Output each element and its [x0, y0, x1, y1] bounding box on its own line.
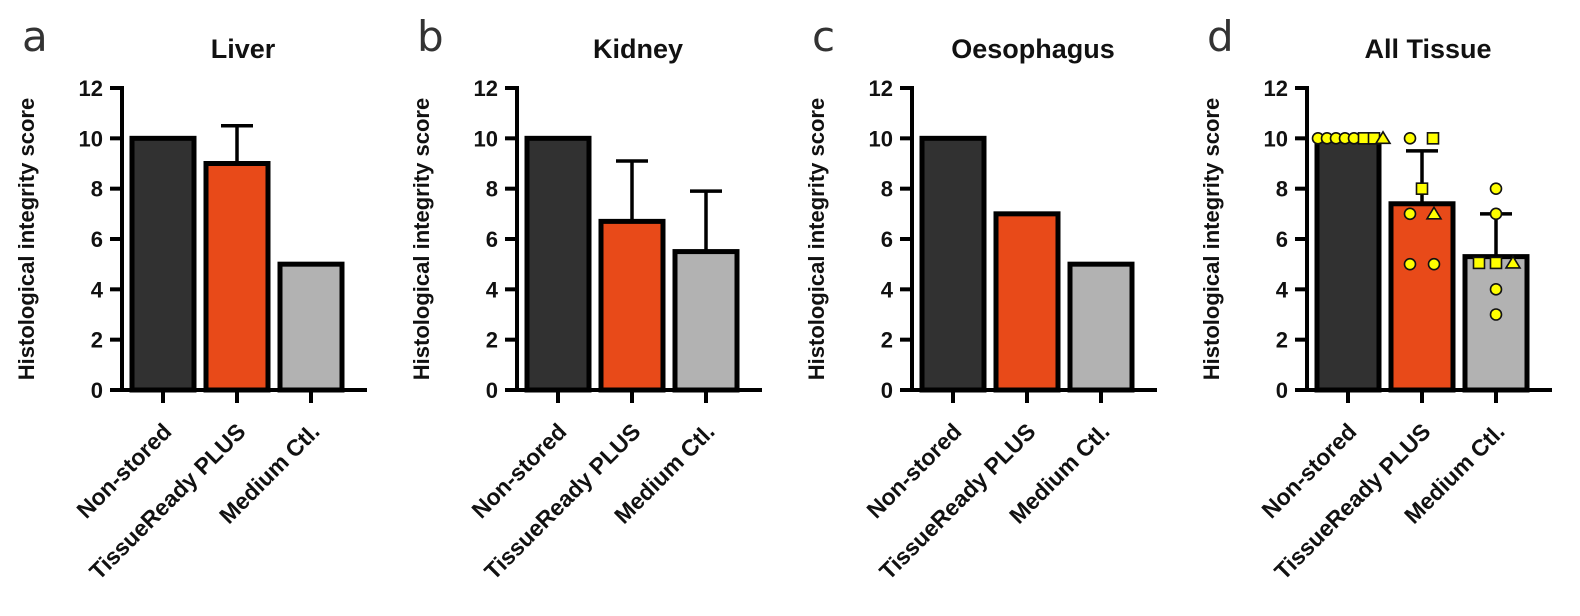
y-tick-label: 4 — [881, 277, 894, 302]
bar — [919, 135, 987, 393]
y-axis-label: Histological integrity score — [14, 98, 39, 380]
bar — [1388, 201, 1456, 393]
y-tick-label: 6 — [486, 227, 498, 252]
panel-d: d All Tissue 0 2 4 6 8 10 12 Non-stored TissueRe… — [1185, 0, 1580, 616]
y-axis-label: Histological integrity score — [804, 98, 829, 380]
y-tick-label: 4 — [486, 277, 499, 302]
scatter-point-circle — [1489, 283, 1503, 296]
scatter-point-square — [1489, 256, 1503, 270]
bar — [1314, 135, 1382, 393]
panel-title-kidney: Kidney — [592, 34, 684, 64]
panel-title-liver: Liver — [210, 34, 276, 64]
panel-a: a Liver 0 2 4 6 8 10 12 Non-stored TissueReady P… — [0, 0, 395, 616]
y-tick-label: 12 — [869, 76, 893, 101]
bar — [1067, 261, 1135, 393]
y-tick-label: 10 — [79, 126, 103, 151]
y-axis-label: Histological integrity score — [409, 98, 434, 380]
y-tick-label: 10 — [869, 126, 893, 151]
y-tick-label: 6 — [881, 227, 893, 252]
scatter-point-circle — [1403, 257, 1417, 271]
bar — [129, 135, 197, 393]
panel-letter-c: c — [812, 12, 836, 61]
panel-letter-d: d — [1207, 12, 1234, 61]
y-tick-label: 0 — [881, 378, 893, 403]
y-tick-label: 4 — [91, 277, 104, 302]
scatter-point-triangle — [1504, 254, 1522, 269]
y-tick-label: 6 — [91, 227, 103, 252]
scatter-point-square — [1426, 132, 1440, 145]
y-tick-label: 2 — [486, 328, 498, 353]
y-tick-label: 8 — [486, 177, 498, 202]
panel-letter-a: a — [22, 12, 48, 61]
y-tick-label: 2 — [91, 328, 103, 353]
panel-letter-b: b — [417, 12, 444, 61]
bar — [1462, 254, 1530, 393]
y-tick-label: 4 — [1276, 277, 1289, 302]
y-tick-label: 8 — [91, 177, 103, 202]
bar — [203, 161, 271, 393]
y-tick-label: 8 — [881, 177, 893, 202]
y-tick-label: 8 — [1276, 177, 1288, 202]
scatter-point-triangle — [1374, 130, 1392, 145]
y-tick-label: 12 — [79, 76, 103, 101]
scatter-point-circle — [1489, 207, 1503, 221]
y-tick-label: 2 — [881, 328, 893, 353]
bar — [524, 135, 592, 393]
scatter-point-circle — [1489, 182, 1503, 195]
panel-b: b Kidney 0 2 4 6 8 10 12 Non-stored TissueReady … — [395, 0, 790, 616]
y-tick-label: 2 — [1276, 328, 1288, 353]
y-tick-label: 0 — [486, 378, 498, 403]
panel-title-all-tissue: All Tissue — [1364, 34, 1492, 64]
y-axis-label: Histological integrity score — [1199, 98, 1224, 380]
bar — [598, 218, 666, 393]
y-tick-label: 0 — [1276, 378, 1288, 403]
scatter-point-circle — [1427, 257, 1441, 271]
panel-title-oesophagus: Oesophagus — [951, 34, 1115, 64]
bar — [993, 211, 1061, 393]
scatter-point-circle — [1489, 308, 1503, 321]
scatter-point-square — [1472, 256, 1486, 270]
y-tick-label: 12 — [1264, 76, 1288, 101]
y-tick-label: 6 — [1276, 227, 1288, 252]
bar — [672, 249, 740, 393]
scatter-point-square — [1415, 182, 1429, 195]
y-tick-label: 10 — [1264, 126, 1288, 151]
y-tick-label: 10 — [474, 126, 498, 151]
scatter-point-circle — [1403, 132, 1417, 145]
y-tick-label: 0 — [91, 378, 103, 403]
bar — [277, 261, 345, 393]
y-tick-label: 12 — [474, 76, 498, 101]
panel-c: c Oesophagus 0 2 4 6 8 10 12 Non-stored TissueRe… — [790, 0, 1185, 616]
scatter-point-circle — [1403, 207, 1417, 221]
scatter-point-triangle — [1425, 205, 1443, 220]
